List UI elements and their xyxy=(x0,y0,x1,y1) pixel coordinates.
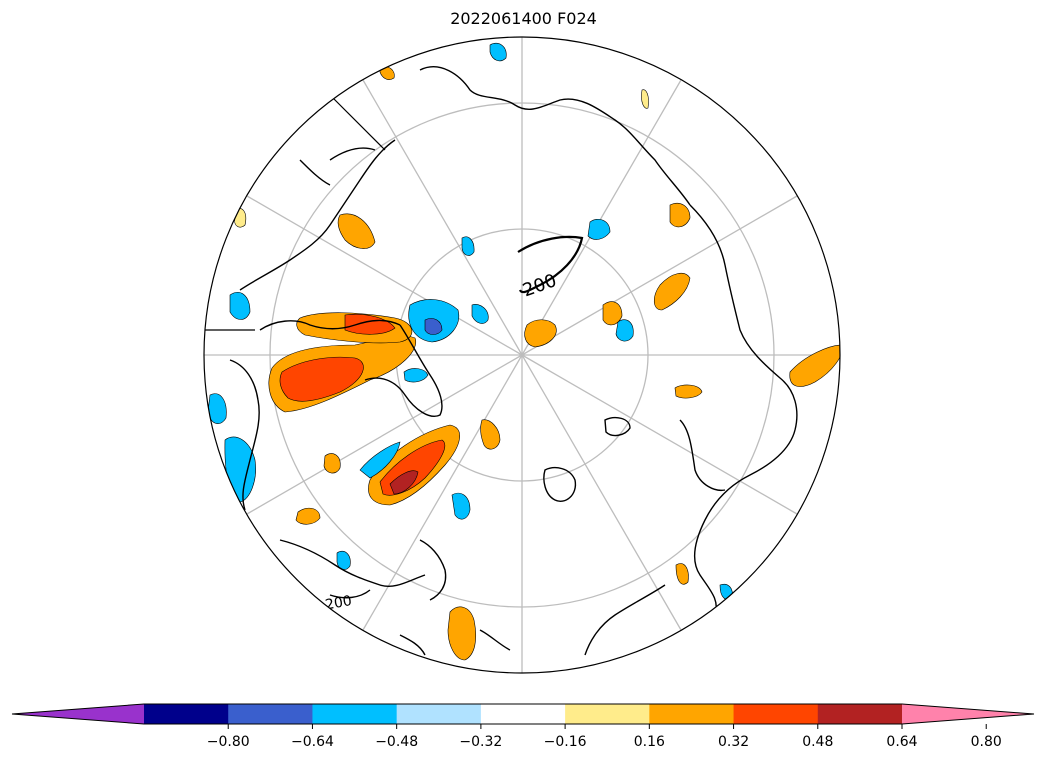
colorbar-segment xyxy=(733,704,819,724)
colorbar-outline xyxy=(11,703,1035,725)
colorbar: −0.80 −0.64 −0.48 −0.32 −0.16 0.16 0.32 0.48 0.6… xyxy=(11,703,1035,750)
colorbar-tick-label: −0.64 xyxy=(291,734,334,750)
contour-label: 200 xyxy=(520,270,559,301)
colorbar-extend-min xyxy=(12,704,144,724)
coastlines xyxy=(229,66,798,656)
colorbar-segment xyxy=(144,704,229,724)
colorbar-tick-label: 0.32 xyxy=(718,734,749,750)
colorbar-segment xyxy=(228,704,313,724)
colorbar-segment xyxy=(312,704,398,724)
colorbar-tick-label: −0.32 xyxy=(459,734,502,750)
colorbar-segment xyxy=(649,704,735,724)
colorbar-segment xyxy=(396,704,482,724)
colorbar-tick-label: 0.64 xyxy=(886,734,917,750)
colorbar-tick-label: −0.48 xyxy=(375,734,418,750)
colorbar-segment xyxy=(565,704,650,724)
colorbar-tick-label: 0.16 xyxy=(634,734,665,750)
colorbar-tick-label: 0.48 xyxy=(802,734,833,750)
borders xyxy=(204,84,386,331)
map-boundary xyxy=(203,36,841,674)
colorbar-segment xyxy=(817,704,903,724)
anomaly-fields xyxy=(207,42,840,661)
colorbar-tick-label: −0.16 xyxy=(544,734,587,750)
colorbar-extend-max xyxy=(902,704,1034,724)
map-title: 2022061400 F024 xyxy=(450,9,597,28)
colorbar-tick-label: 0.80 xyxy=(971,734,1002,750)
contour-label: 200 xyxy=(324,593,353,613)
colorbar-segment xyxy=(480,704,566,724)
colorbar-tick-label: −0.80 xyxy=(207,734,250,750)
polar-map: 200 200 xyxy=(203,36,841,674)
